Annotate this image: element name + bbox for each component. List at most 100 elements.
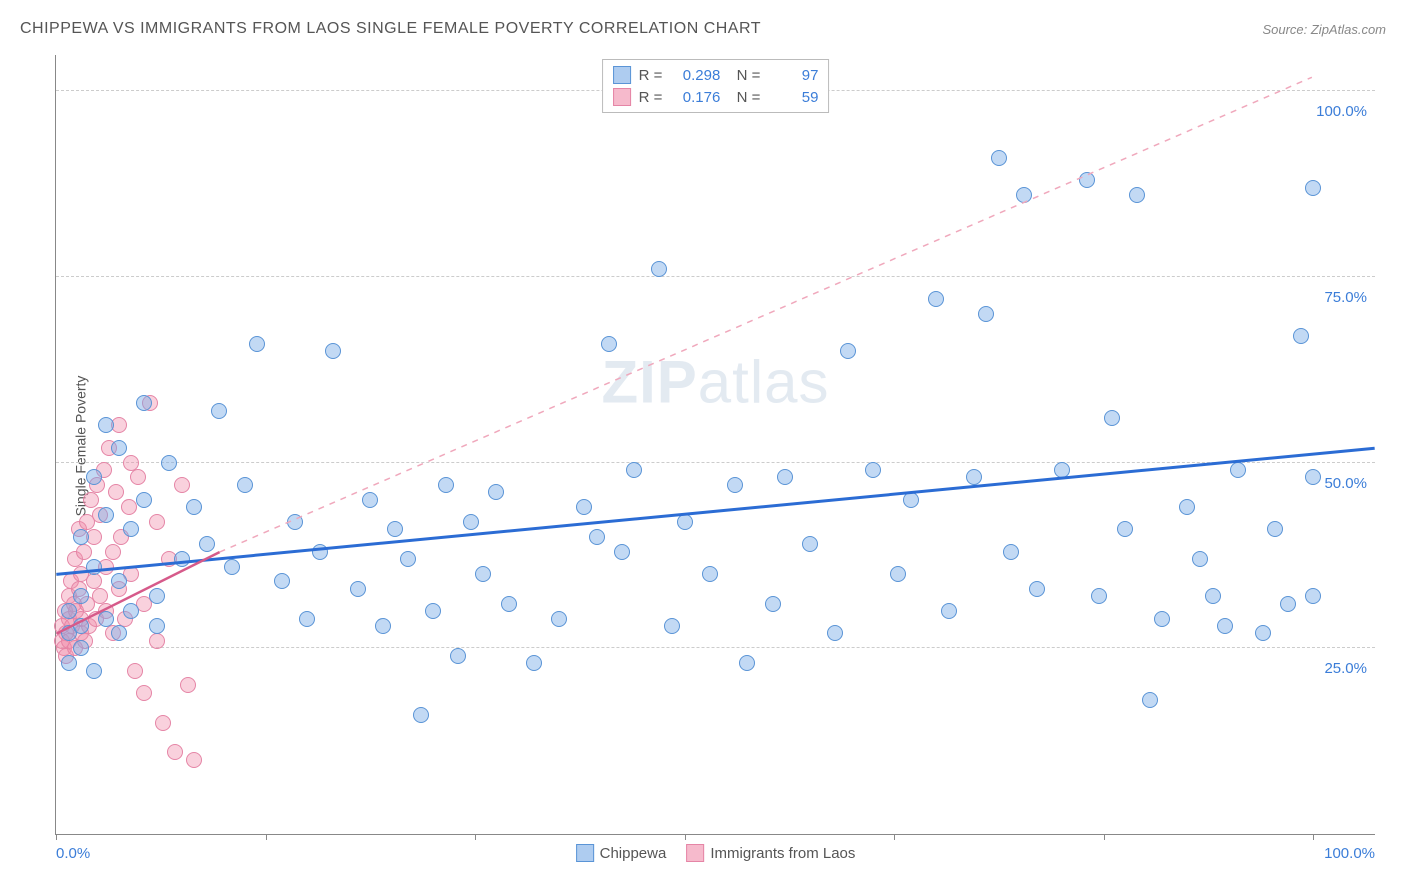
data-point-chippewa [174, 551, 190, 567]
data-point-chippewa [98, 507, 114, 523]
gridline-label: 25.0% [1324, 660, 1367, 677]
data-point-chippewa [1293, 328, 1309, 344]
data-point-chippewa [224, 559, 240, 575]
source-label: Source: ZipAtlas.com [1262, 22, 1386, 37]
x-axis-min-label: 0.0% [56, 845, 90, 862]
data-point-chippewa [1129, 187, 1145, 203]
data-point-laos [123, 455, 139, 471]
stats-legend: R = 0.298 N = 97 R = 0.176 N = 59 [602, 59, 830, 113]
chart-title: CHIPPEWA VS IMMIGRANTS FROM LAOS SINGLE … [20, 20, 761, 38]
data-point-chippewa [211, 403, 227, 419]
data-point-chippewa [199, 536, 215, 552]
data-point-chippewa [61, 603, 77, 619]
data-point-chippewa [1305, 180, 1321, 196]
scatter-chart: ZIPatlas R = 0.298 N = 97 R = 0.176 N = … [55, 55, 1375, 835]
data-point-laos [174, 477, 190, 493]
x-axis-max-label: 100.0% [1324, 845, 1375, 862]
data-point-chippewa [664, 618, 680, 634]
data-point-chippewa [86, 469, 102, 485]
data-point-chippewa [1280, 596, 1296, 612]
data-point-chippewa [111, 625, 127, 641]
data-point-chippewa [677, 514, 693, 530]
data-point-chippewa [802, 536, 818, 552]
data-point-laos [92, 588, 108, 604]
data-point-chippewa [777, 469, 793, 485]
legend-swatch-chippewa [576, 844, 594, 862]
data-point-chippewa [86, 559, 102, 575]
data-point-chippewa [614, 544, 630, 560]
x-tick [56, 834, 57, 840]
data-point-chippewa [727, 477, 743, 493]
data-point-chippewa [136, 492, 152, 508]
data-point-chippewa [1205, 588, 1221, 604]
swatch-laos [613, 88, 631, 106]
x-tick [475, 834, 476, 840]
stats-row-laos: R = 0.176 N = 59 [613, 86, 819, 108]
data-point-chippewa [98, 611, 114, 627]
data-point-chippewa [501, 596, 517, 612]
data-point-chippewa [827, 625, 843, 641]
legend-item-laos: Immigrants from Laos [686, 844, 855, 862]
data-point-chippewa [903, 492, 919, 508]
data-point-chippewa [1079, 172, 1095, 188]
data-point-chippewa [111, 573, 127, 589]
legend-item-chippewa: Chippewa [576, 844, 667, 862]
x-tick [1104, 834, 1105, 840]
data-point-chippewa [387, 521, 403, 537]
data-point-chippewa [61, 655, 77, 671]
data-point-chippewa [702, 566, 718, 582]
data-point-chippewa [123, 521, 139, 537]
data-point-chippewa [1305, 469, 1321, 485]
data-point-laos [155, 715, 171, 731]
data-point-chippewa [274, 573, 290, 589]
data-point-chippewa [425, 603, 441, 619]
data-point-laos [149, 514, 165, 530]
data-point-chippewa [73, 618, 89, 634]
data-point-chippewa [576, 499, 592, 515]
data-point-chippewa [161, 455, 177, 471]
data-point-chippewa [1003, 544, 1019, 560]
data-point-chippewa [1305, 588, 1321, 604]
data-point-chippewa [1104, 410, 1120, 426]
data-point-chippewa [350, 581, 366, 597]
data-point-laos [167, 744, 183, 760]
data-point-chippewa [890, 566, 906, 582]
data-point-laos [121, 499, 137, 515]
data-point-chippewa [149, 618, 165, 634]
data-point-laos [149, 633, 165, 649]
data-point-laos [76, 544, 92, 560]
data-point-chippewa [1054, 462, 1070, 478]
data-point-chippewa [438, 477, 454, 493]
gridline: 75.0% [56, 276, 1375, 277]
data-point-laos [127, 663, 143, 679]
x-tick [894, 834, 895, 840]
swatch-chippewa [613, 66, 631, 84]
data-point-chippewa [1192, 551, 1208, 567]
data-point-chippewa [73, 640, 89, 656]
data-point-chippewa [1267, 521, 1283, 537]
data-point-chippewa [362, 492, 378, 508]
x-tick [685, 834, 686, 840]
data-point-laos [136, 685, 152, 701]
data-point-laos [130, 469, 146, 485]
data-point-chippewa [1255, 625, 1271, 641]
data-point-chippewa [249, 336, 265, 352]
data-point-chippewa [1029, 581, 1045, 597]
data-point-chippewa [626, 462, 642, 478]
x-tick [266, 834, 267, 840]
gridline: 50.0% [56, 462, 1375, 463]
data-point-chippewa [136, 395, 152, 411]
data-point-chippewa [312, 544, 328, 560]
data-point-chippewa [111, 440, 127, 456]
data-point-chippewa [840, 343, 856, 359]
data-point-chippewa [1217, 618, 1233, 634]
data-point-laos [108, 484, 124, 500]
data-point-chippewa [86, 663, 102, 679]
data-point-chippewa [73, 529, 89, 545]
data-point-chippewa [299, 611, 315, 627]
data-point-laos [180, 677, 196, 693]
data-point-chippewa [73, 588, 89, 604]
data-point-chippewa [413, 707, 429, 723]
trend-lines [56, 55, 1375, 834]
data-point-chippewa [1142, 692, 1158, 708]
